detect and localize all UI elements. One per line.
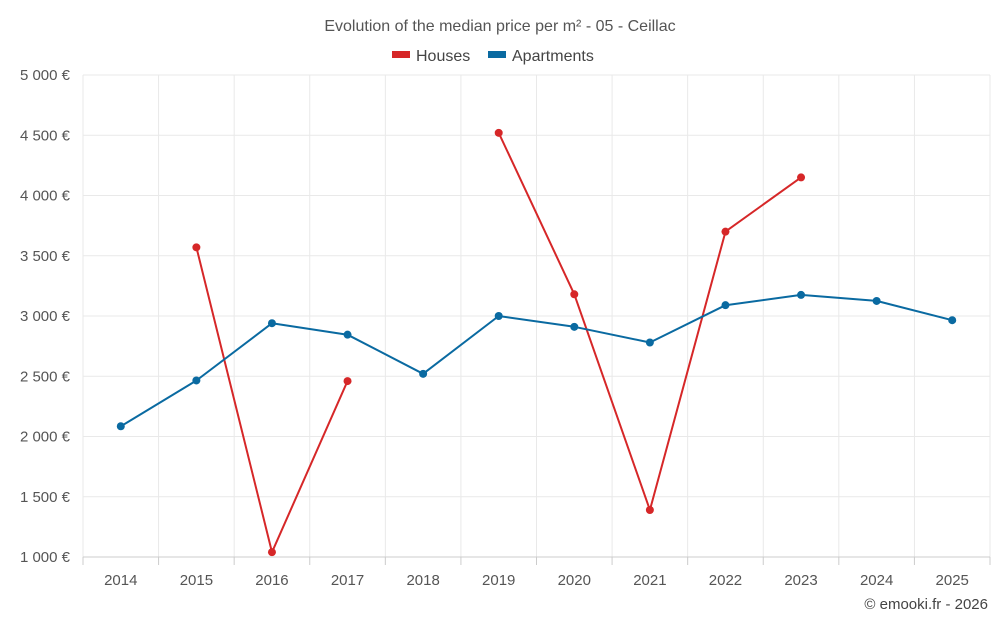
x-tick-label: 2017 [331,572,364,589]
y-tick-label: 2 000 € [20,429,71,446]
x-tick-label: 2018 [406,572,439,589]
data-point-apartments[interactable] [645,338,654,347]
y-axis: 1 000 € 1 500 € 2 000 € 2 500 € 3 000 € 3 500… [20,67,71,566]
legend-label-houses: Houses [416,48,470,65]
gridlines [82,74,991,557]
y-tick-label: 3 500 € [20,248,71,265]
data-point-apartments[interactable] [419,369,428,378]
x-tick-label: 2022 [709,572,742,589]
legend-swatch-apartments [488,51,506,58]
data-point-apartments[interactable] [872,296,881,305]
x-tick-label: 2023 [784,572,817,589]
y-tick-label: 5 000 € [20,67,71,84]
chart-title: Evolution of the median price per m² - 0… [324,18,675,35]
legend-swatch-houses [392,51,410,58]
x-axis: 2014 2015 2016 2017 2018 2019 2020 2021 2022 2023… [82,556,991,589]
legend: Houses Apartments [392,48,594,65]
data-point-houses[interactable] [343,377,352,386]
series-line-houses [497,132,802,511]
x-tick-label: 2015 [180,572,213,589]
y-tick-label: 1 500 € [20,489,71,506]
data-point-apartments[interactable] [116,422,125,431]
legend-item-apartments[interactable]: Apartments [488,48,594,65]
y-tick-label: 2 500 € [20,368,71,385]
x-tick-label: 2025 [936,572,969,589]
plot-area [116,128,957,557]
data-point-apartments[interactable] [570,322,579,331]
y-tick-label: 1 000 € [20,549,71,566]
data-point-houses[interactable] [570,290,579,299]
data-point-houses[interactable] [721,227,730,236]
credit-text: © emooki.fr - 2026 [864,596,988,613]
series-line-apartments [120,293,953,428]
x-tick-label: 2021 [633,572,666,589]
x-tick-label: 2019 [482,572,515,589]
data-point-apartments[interactable] [192,376,201,385]
data-point-apartments[interactable] [721,301,730,310]
x-tick-label: 2014 [104,572,137,589]
data-point-houses[interactable] [267,548,276,557]
x-tick-label: 2020 [558,572,591,589]
y-tick-label: 4 000 € [20,188,71,205]
x-tick-label: 2016 [255,572,288,589]
legend-label-apartments: Apartments [512,48,594,65]
data-point-houses[interactable] [192,243,201,252]
data-point-houses[interactable] [494,128,503,137]
series-houses [192,128,806,557]
series-apartments [116,290,957,431]
data-point-houses[interactable] [797,173,806,182]
data-point-apartments[interactable] [267,319,276,328]
y-tick-label: 4 500 € [20,127,71,144]
data-point-apartments[interactable] [343,330,352,339]
data-point-houses[interactable] [645,506,654,515]
legend-item-houses[interactable]: Houses [392,48,470,65]
x-tick-label: 2024 [860,572,893,589]
y-tick-label: 3 000 € [20,308,71,325]
data-point-apartments[interactable] [494,312,503,320]
data-point-apartments[interactable] [797,290,806,299]
series-line-houses [195,247,349,554]
data-point-apartments[interactable] [948,316,957,325]
